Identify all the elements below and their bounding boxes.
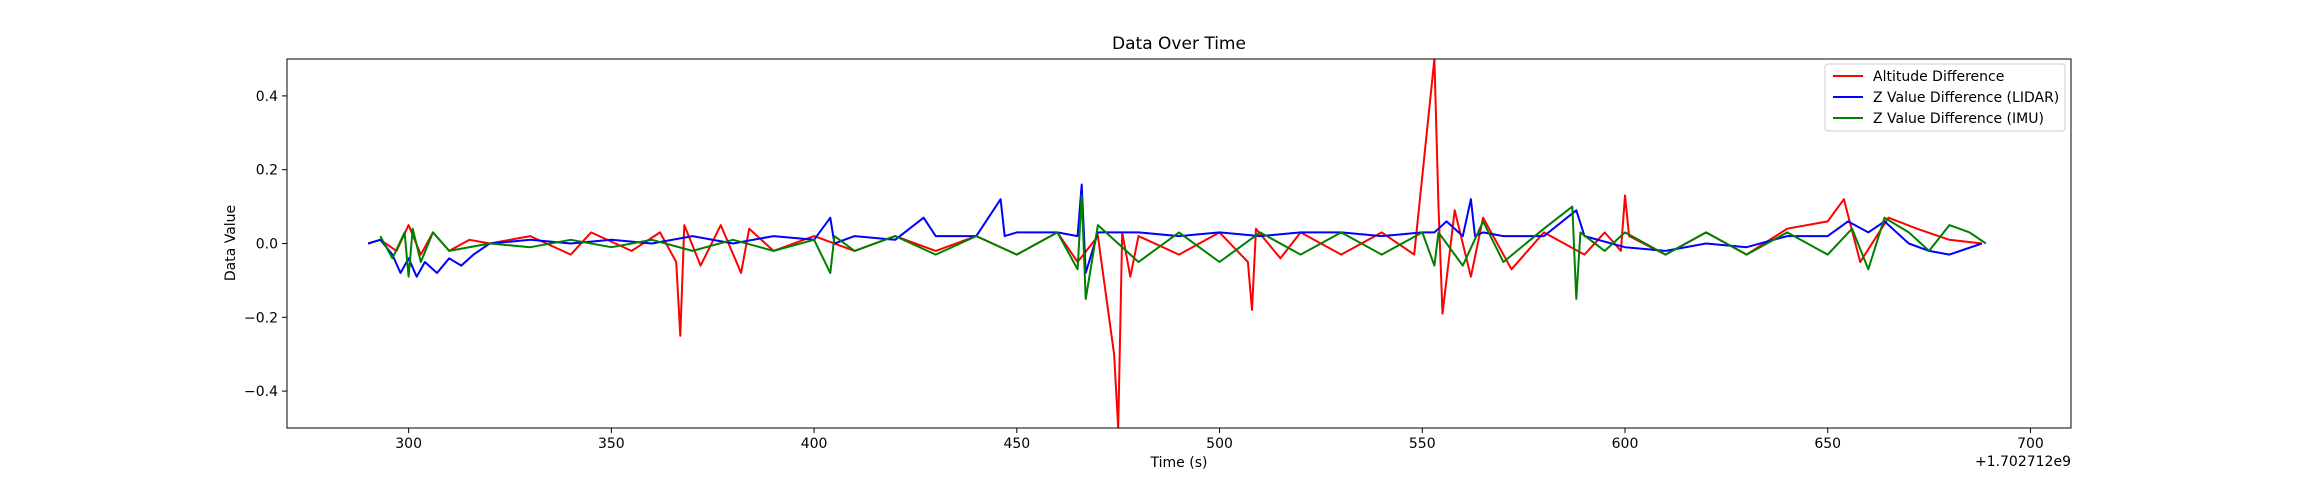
series-line-1 <box>367 59 1982 428</box>
chart-title: Data Over Time <box>1112 34 1246 54</box>
series-line-3 <box>379 194 1987 300</box>
legend-label-3: Z Value Difference (IMU) <box>1873 111 2044 127</box>
x-tick-label: 700 <box>2017 436 2044 452</box>
y-tick-label: −0.2 <box>244 310 278 326</box>
series-layer <box>367 59 1987 428</box>
legend-box <box>1824 63 2066 132</box>
x-tick-label: 350 <box>598 436 625 452</box>
y-axis: −0.4 −0.2 0.0 0.2 0.4 <box>244 89 287 400</box>
x-tick-label: 450 <box>1003 436 1030 452</box>
x-axis: 300 350 400 450 500 550 600 650 700 <box>395 428 2044 452</box>
x-tick-label: 550 <box>1409 436 1436 452</box>
x-tick-label: 400 <box>801 436 828 452</box>
y-tick-label: 0.2 <box>256 163 278 179</box>
x-tick-label: 300 <box>395 436 422 452</box>
x-tick-label: 600 <box>1612 436 1639 452</box>
plot-area <box>287 59 2071 428</box>
legend: Altitude Difference Z Value Difference (L… <box>1824 63 2066 132</box>
x-tick-label: 500 <box>1206 436 1233 452</box>
y-tick-label: −0.4 <box>244 384 278 400</box>
x-axis-label: Time (s) <box>1150 455 1208 471</box>
y-tick-label: 0.0 <box>256 237 278 253</box>
legend-label-1: Altitude Difference <box>1873 69 2004 85</box>
y-axis-label: Data Value <box>223 205 239 281</box>
legend-label-2: Z Value Difference (LIDAR) <box>1873 90 2059 106</box>
y-tick-label: 0.4 <box>256 89 278 105</box>
x-tick-label: 650 <box>1814 436 1841 452</box>
x-offset-label: +1.702712e9 <box>1975 454 2071 470</box>
